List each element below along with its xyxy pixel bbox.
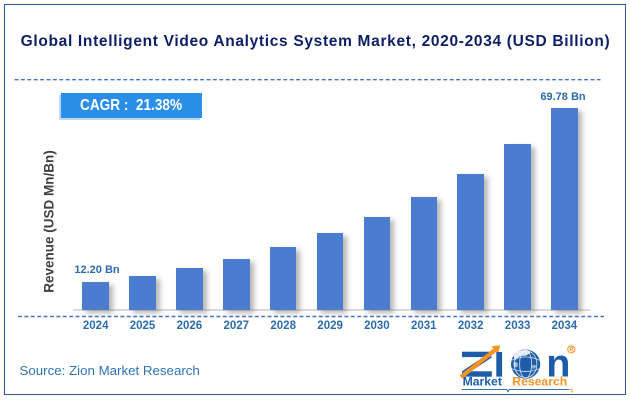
svg-text:R: R	[569, 348, 574, 354]
svg-text:Research: Research	[512, 375, 567, 389]
svg-text:Market: Market	[463, 375, 502, 389]
svg-text:n: n	[546, 343, 570, 386]
